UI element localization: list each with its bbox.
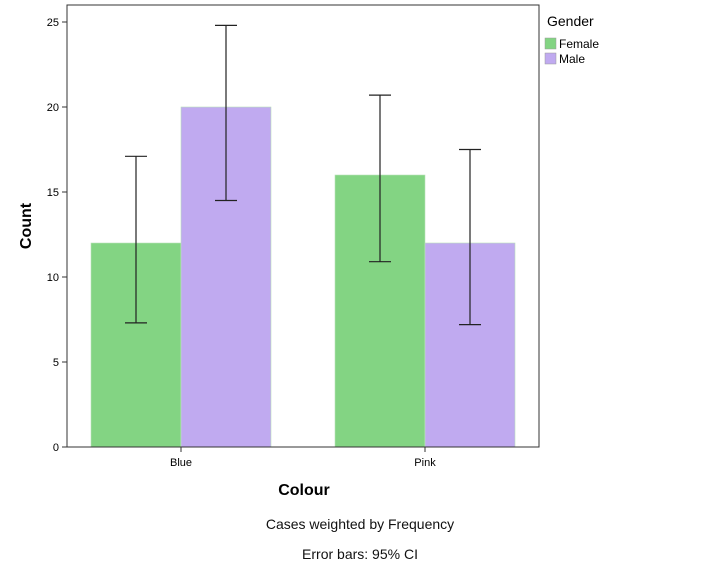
plot-frame xyxy=(66,4,540,448)
x-tick-label-pink: Pink xyxy=(414,457,436,469)
legend-label-female: Female xyxy=(559,37,599,51)
y-tick-label-20: 20 xyxy=(47,102,59,114)
x-axis-title: Colour xyxy=(278,482,330,499)
y-tick-label-0: 0 xyxy=(53,442,59,454)
x-tick-label-blue: Blue xyxy=(170,457,192,469)
y-tick-label-10: 10 xyxy=(47,272,59,284)
legend-label-male: Male xyxy=(559,52,585,66)
footnote-weighting: Cases weighted by Frequency xyxy=(265,516,455,532)
footnote-error-bars: Error bars: 95% CI xyxy=(302,546,418,562)
legend-swatch-male xyxy=(544,52,557,65)
y-tick-label-5: 5 xyxy=(53,357,59,369)
y-axis-title: Count xyxy=(18,202,35,249)
legend-swatch-female xyxy=(544,37,557,50)
y-tick-label-25: 25 xyxy=(47,17,59,29)
y-tick-label-15: 15 xyxy=(47,187,59,199)
legend-title: Gender xyxy=(547,13,594,29)
